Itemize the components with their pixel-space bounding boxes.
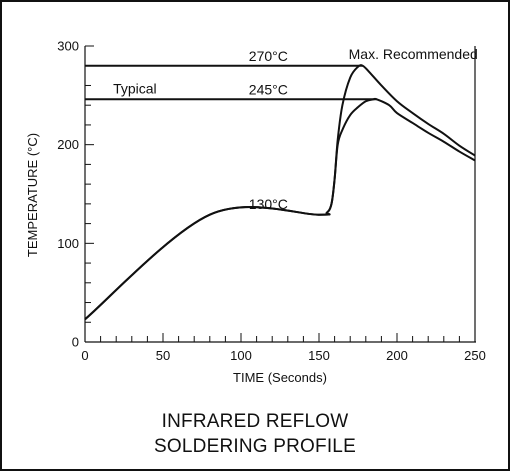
annotation-label: 270°C — [249, 48, 288, 64]
x-tick-label: 150 — [308, 348, 330, 363]
x-tick-label: 100 — [230, 348, 252, 363]
annotation-label: 245°C — [249, 81, 288, 97]
x-tick-label: 250 — [464, 348, 486, 363]
series-line-typical — [84, 97, 476, 321]
x-tick-label: 50 — [156, 348, 170, 363]
annotation-label: Typical — [113, 80, 157, 96]
series-lines — [84, 64, 476, 321]
caption-line-1: INFRARED REFLOW — [161, 411, 349, 432]
y-tick-label: 200 — [57, 137, 79, 152]
series-line-max-recommended — [84, 64, 476, 321]
y-tick-label: 0 — [72, 335, 79, 350]
y-tick-label: 300 — [57, 39, 79, 54]
y-axis-title: TEMPERATURE (°C) — [25, 133, 40, 257]
x-tick-label: 200 — [386, 348, 408, 363]
annotations: 270°C 245°C Typical Max. Recommended 130°C — [113, 46, 478, 212]
axes: 0 50 100 150 200 250 0 100 200 300 — [57, 39, 486, 364]
y-tick-label: 100 — [57, 236, 79, 251]
annotation-label: 130°C — [249, 196, 288, 212]
annotation-label: Max. Recommended — [349, 46, 478, 62]
x-tick-label: 0 — [81, 348, 88, 363]
caption-line-2: SOLDERING PROFILE — [154, 436, 356, 457]
x-axis-title: TIME (Seconds) — [233, 370, 327, 385]
reference-lines — [85, 64, 377, 101]
